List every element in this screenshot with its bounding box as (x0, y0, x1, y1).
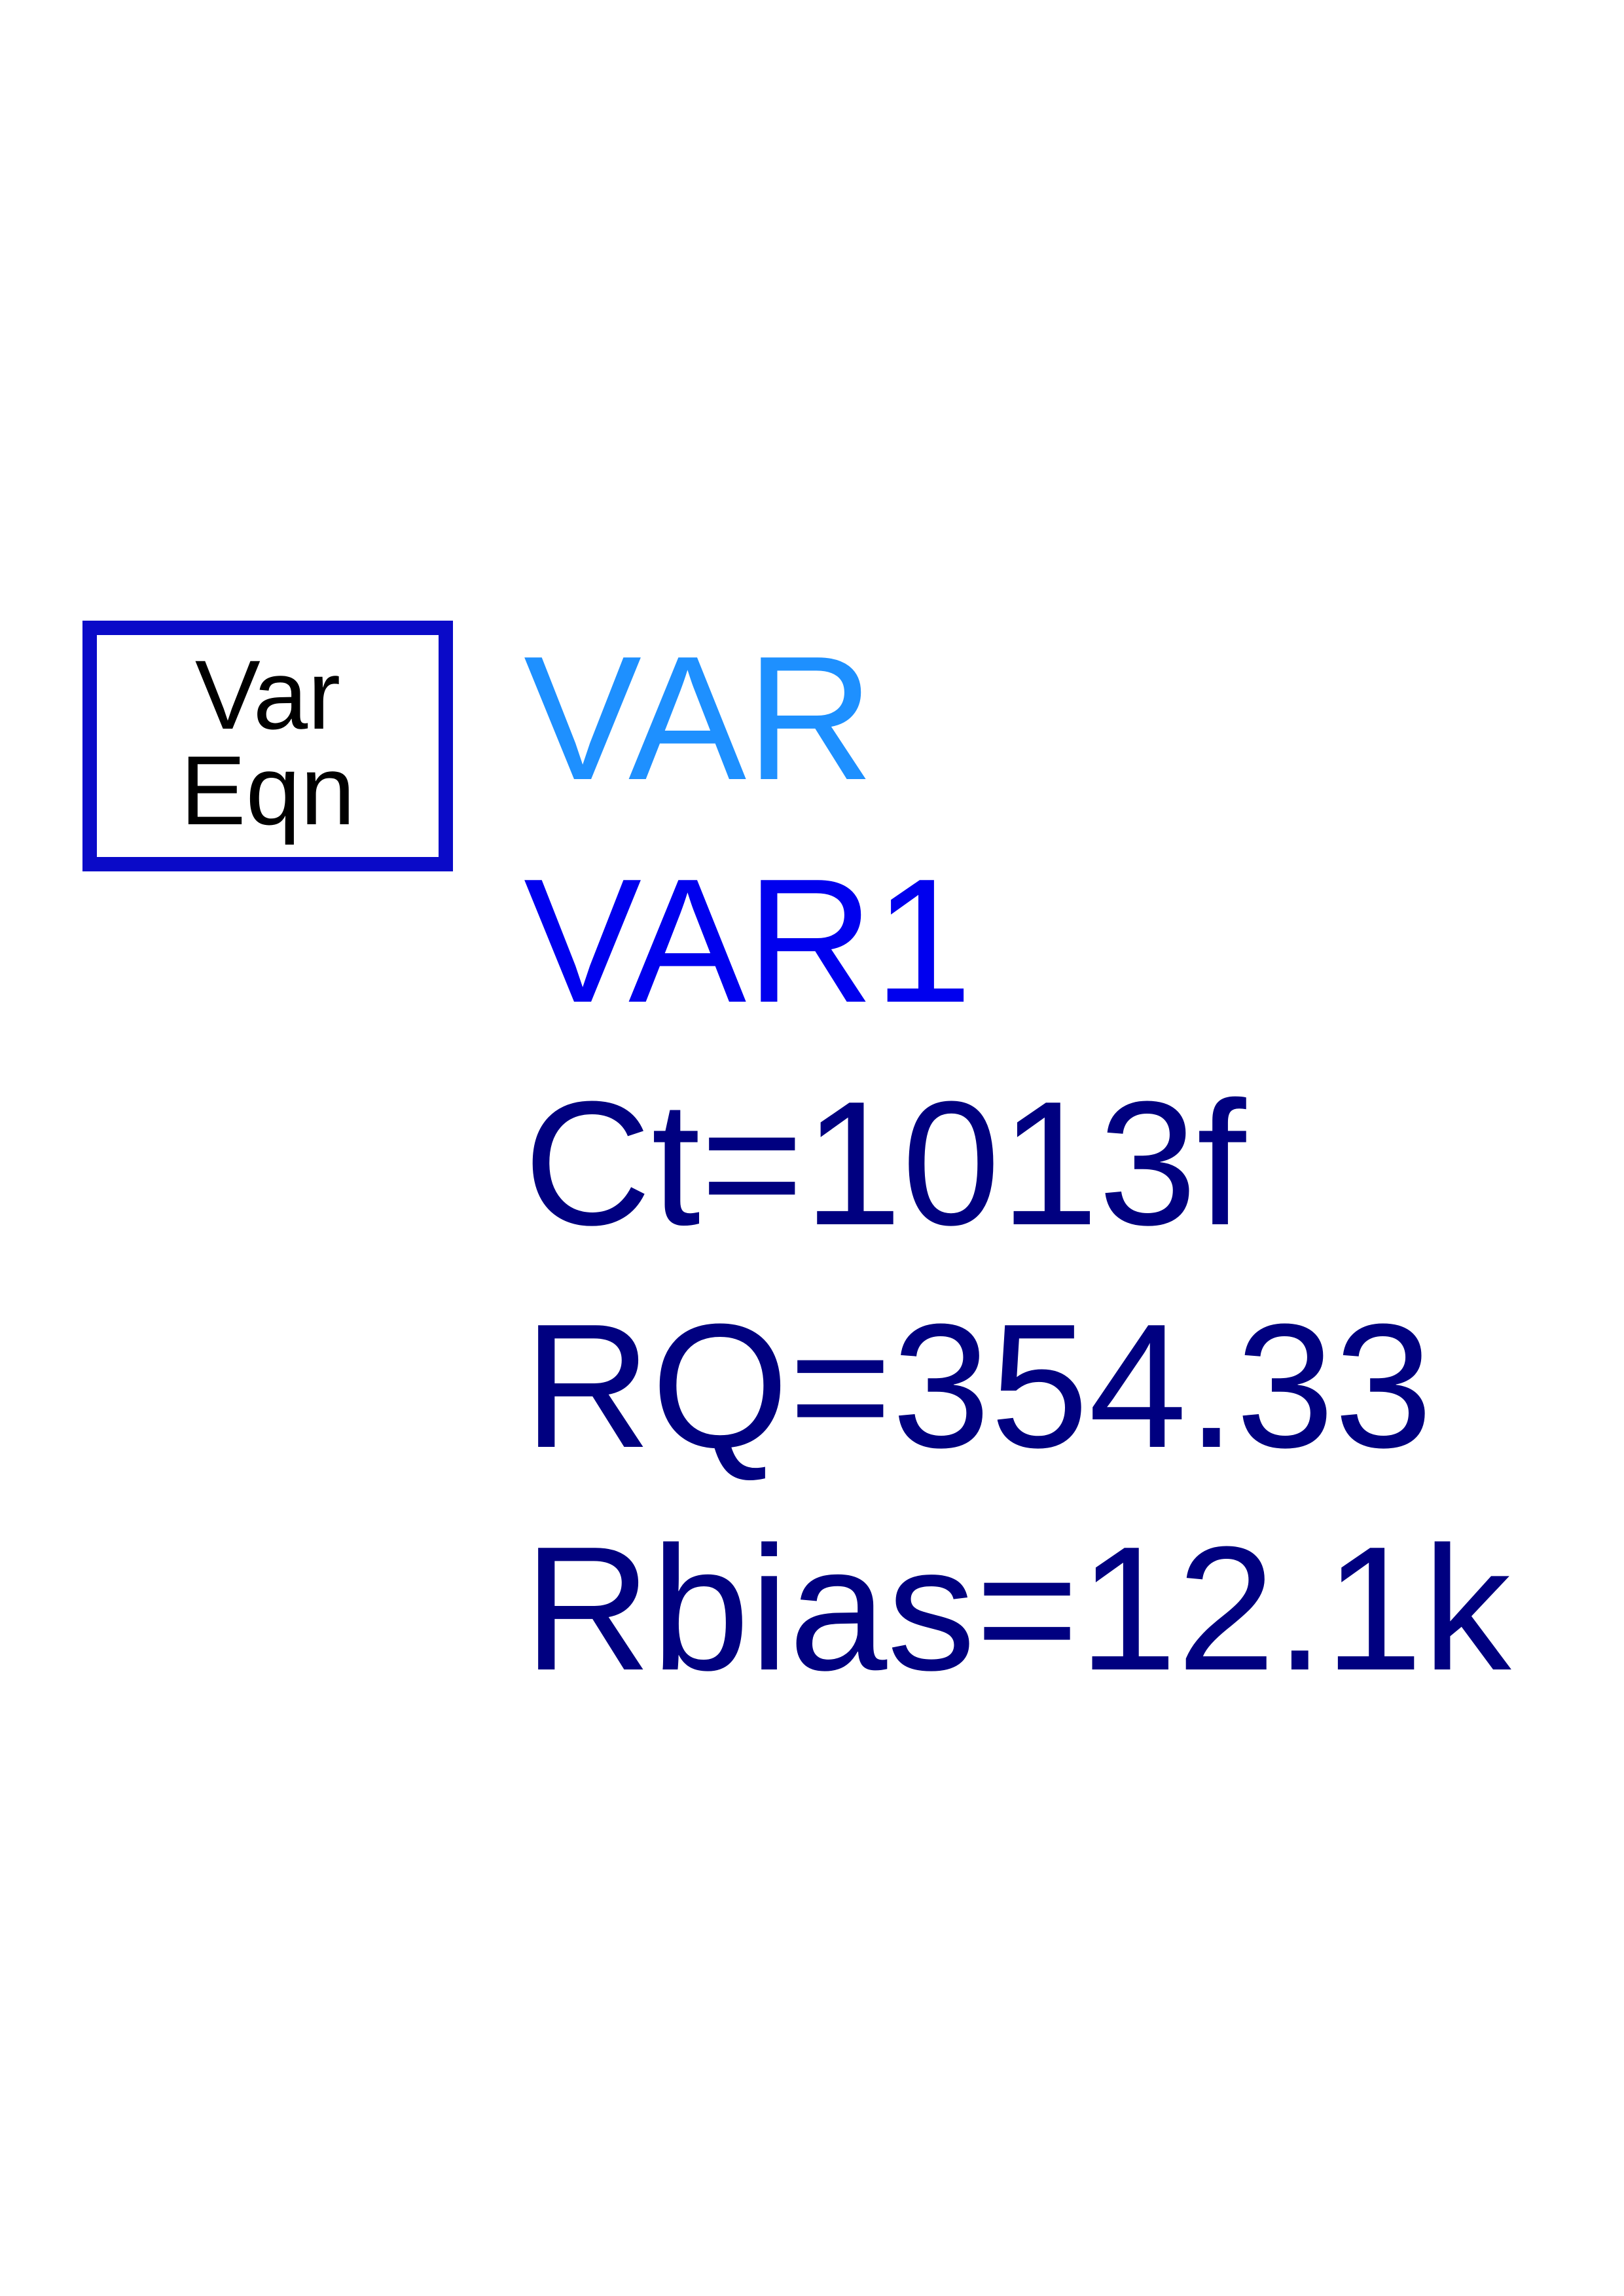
component-type-label: VAR (524, 620, 875, 817)
parameter-rbias: Rbias=12.1k (524, 1510, 1511, 1707)
parameter-ct: Ct=1013f (524, 1065, 1246, 1262)
var-eqn-symbol-box[interactable]: Var Eqn (82, 621, 453, 871)
symbol-label-eqn: Eqn (180, 735, 355, 845)
parameter-rq: RQ=354.33 (524, 1288, 1433, 1485)
instance-name-label: VAR1 (524, 843, 973, 1040)
symbol-label-var: Var (194, 640, 341, 750)
